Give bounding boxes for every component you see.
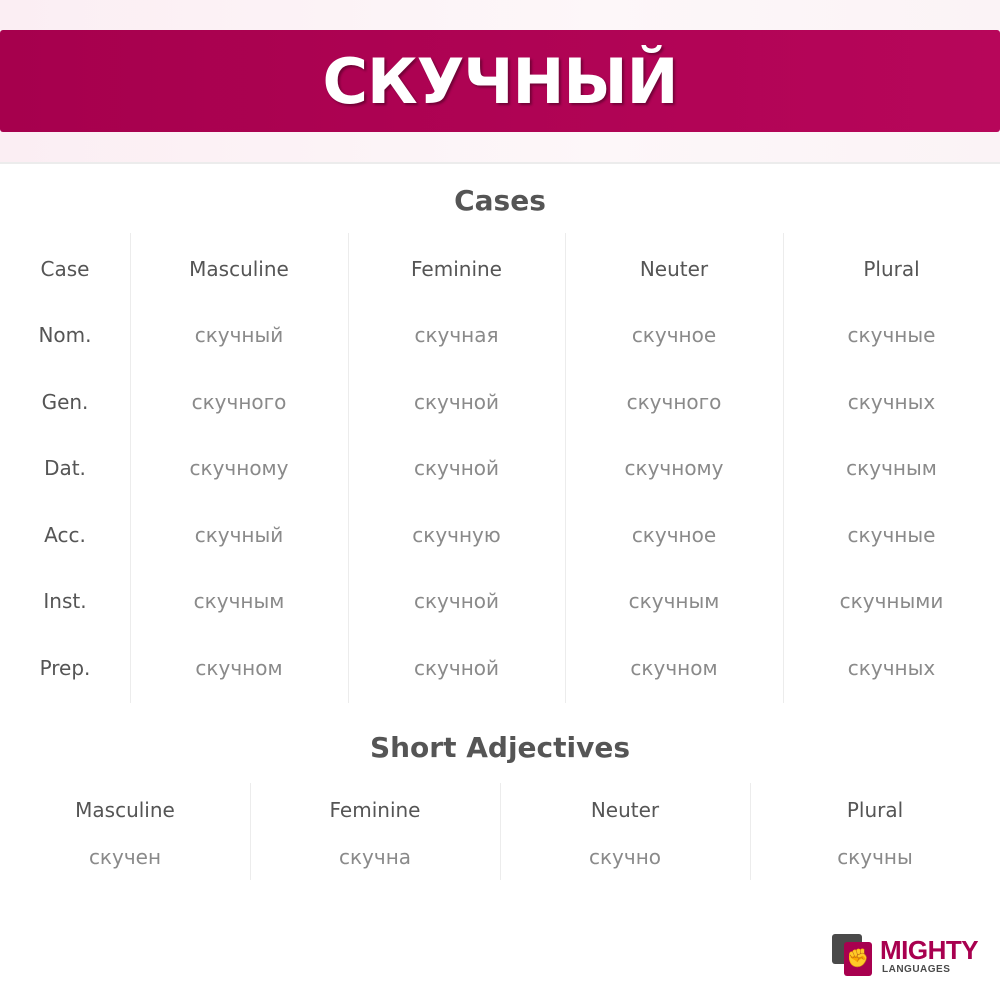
- table-cell: скучен: [88, 845, 162, 869]
- case-label: Acc.: [44, 522, 86, 547]
- table-cell: скучна: [338, 845, 412, 869]
- table-cell: скучно: [588, 845, 662, 869]
- table-cell: скучную: [412, 522, 501, 547]
- column-divider: [565, 233, 566, 703]
- table-cell: скучном: [195, 656, 283, 680]
- table-cell: скучным: [628, 589, 720, 614]
- table-cell: скучный: [194, 522, 284, 547]
- logo-languages: LANGUAGES: [882, 964, 951, 975]
- mighty-languages-logo[interactable]: ✊ MIGHTY LANGUAGES: [830, 932, 979, 984]
- logo-mighty: MIGHTY: [880, 935, 979, 965]
- page-title: СКУЧНЫЙ: [322, 44, 678, 118]
- table-cell: скучной: [413, 589, 500, 614]
- column-divider: [348, 233, 349, 703]
- column-header: Plural: [863, 257, 920, 281]
- table-cell: скучному: [189, 456, 289, 481]
- table-cell: скучным: [846, 456, 937, 481]
- column-divider: [750, 783, 751, 880]
- case-label: Inst.: [43, 589, 87, 614]
- column-header: Feminine: [411, 257, 502, 281]
- column-divider: [250, 783, 251, 880]
- table-cell: скучные: [847, 323, 936, 347]
- table-cell: скучный: [194, 323, 284, 347]
- table-cell: скучного: [191, 389, 287, 414]
- column-header: Plural: [846, 798, 904, 822]
- column-header: Neuter: [639, 257, 709, 281]
- table-cell: скучными: [839, 589, 944, 614]
- table-cell: скучные: [847, 522, 936, 547]
- fist-icon: ✊: [844, 942, 872, 976]
- case-label: Dat.: [44, 456, 86, 481]
- table-cell: скучной: [413, 456, 500, 481]
- column-divider: [130, 233, 131, 703]
- table-cell: скучных: [847, 656, 936, 680]
- table-cell: скучной: [413, 656, 500, 680]
- cases-heading: Cases: [454, 184, 546, 217]
- table-cell: скучным: [193, 589, 285, 614]
- column-header: Neuter: [590, 798, 660, 822]
- table-cell: скучном: [630, 656, 718, 680]
- column-header: Masculine: [75, 798, 175, 822]
- table-cell: скучное: [631, 522, 717, 547]
- column-header: Feminine: [329, 798, 421, 822]
- case-label: Prep.: [39, 656, 91, 680]
- case-label: Gen.: [41, 389, 89, 414]
- table-cell: скучная: [414, 323, 499, 347]
- column-divider: [783, 233, 784, 703]
- column-header: Case: [40, 257, 90, 281]
- short-adjectives-heading: Short Adjectives: [369, 731, 631, 764]
- table-cell: скучной: [413, 389, 500, 414]
- column-divider: [500, 783, 501, 880]
- table-cell: скучному: [624, 456, 724, 481]
- title-banner: СКУЧНЫЙ: [0, 30, 1000, 132]
- table-cell: скучны: [837, 845, 913, 869]
- table-cell: скучное: [631, 323, 717, 347]
- case-label: Nom.: [38, 323, 92, 347]
- table-cell: скучных: [847, 389, 936, 414]
- column-header: Masculine: [189, 257, 289, 281]
- table-cell: скучного: [626, 389, 722, 414]
